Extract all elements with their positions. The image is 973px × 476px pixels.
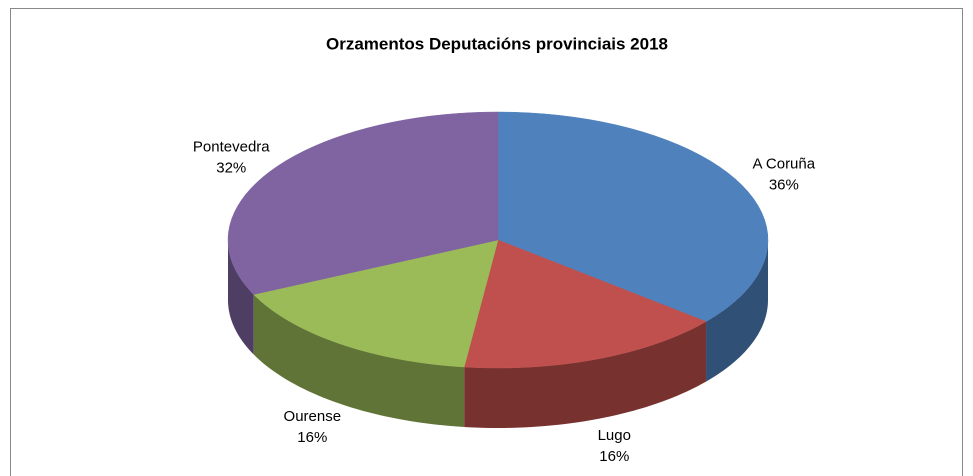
slice-label: A Coruña xyxy=(753,156,816,173)
slice-value-label: 16% xyxy=(297,429,327,446)
slice-side xyxy=(706,240,768,382)
slice-label: Lugo xyxy=(598,427,631,444)
slice-side xyxy=(464,321,707,428)
slice-value-label: 32% xyxy=(216,160,246,177)
slice-label: Ourense xyxy=(284,408,342,425)
chart-title: Orzamentos Deputacións provinciais 2018 xyxy=(326,34,668,53)
slice xyxy=(497,111,769,322)
slice xyxy=(227,111,499,295)
slice-value-label: 16% xyxy=(599,448,629,465)
slice-label: Pontevedra xyxy=(193,139,270,156)
slice-value-label: 36% xyxy=(769,177,799,194)
slice xyxy=(463,239,707,369)
slice-side xyxy=(228,240,254,355)
slice-side xyxy=(253,294,465,427)
slice xyxy=(253,239,499,368)
